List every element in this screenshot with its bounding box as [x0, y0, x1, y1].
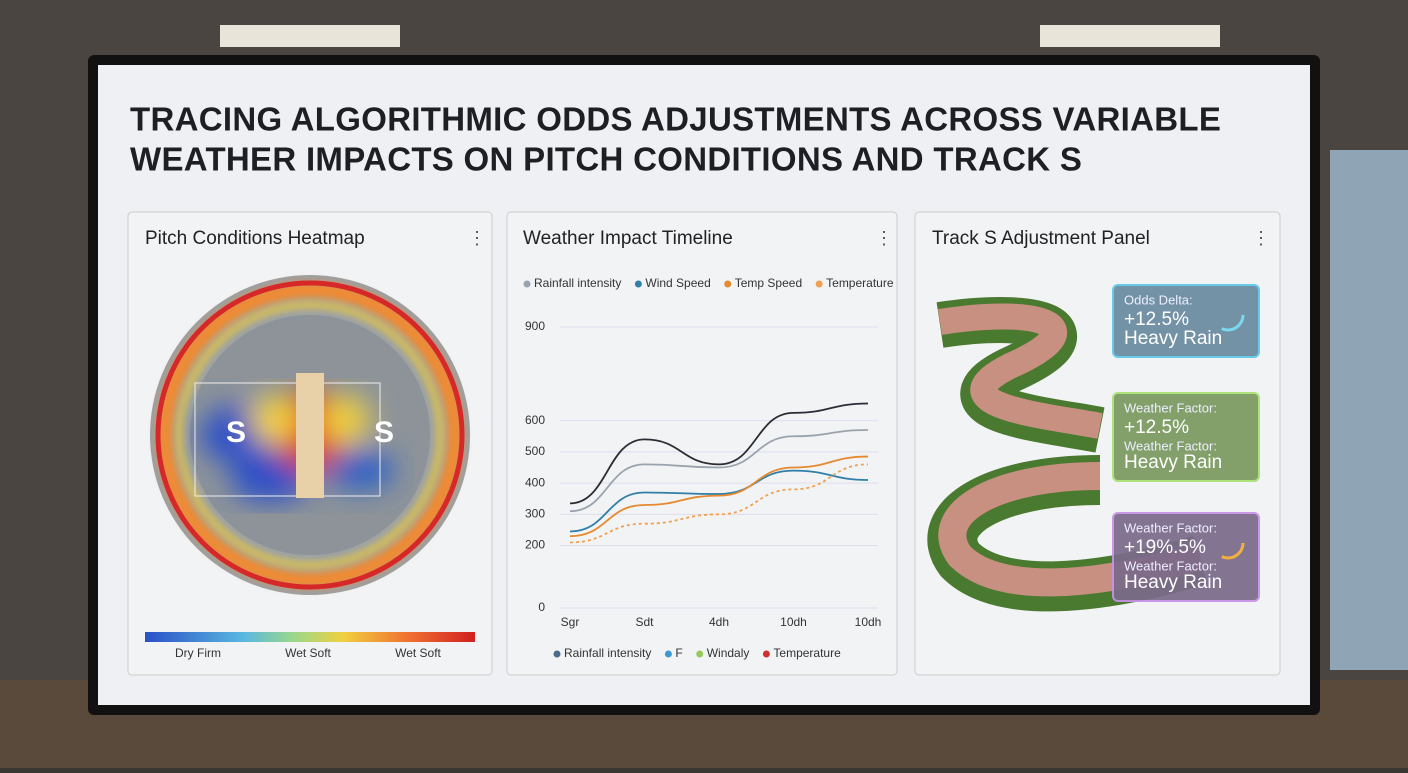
- card-label: Weather Factor:: [1124, 400, 1217, 415]
- legend-dot: [815, 280, 823, 288]
- timeline-panel: Weather Impact Timeline ⋮ 0 200 300 400 500 6…: [506, 211, 898, 676]
- legend-label: Dry Firm: [175, 646, 221, 660]
- title: WEATHER IMPACTS ON PITCH CONDITIONS AND …: [130, 141, 1082, 178]
- legend-dot: [634, 280, 642, 288]
- menu[interactable]: ⋮: [468, 228, 486, 248]
- card: [1112, 284, 1260, 358]
- gauge: [1211, 526, 1245, 560]
- series-line: [569, 463, 869, 544]
- legend-label: Rainfall intensity: [534, 276, 621, 290]
- ceiling-light: [1040, 25, 1220, 47]
- wicket: [296, 373, 324, 498]
- legend-label: Temperature: [826, 276, 894, 290]
- ring: [155, 280, 465, 590]
- y-tick-label: 400: [525, 475, 545, 489]
- heatmap-panel: Pitch Conditions Heatmap ⋮ S S Dry Firm …: [127, 211, 493, 676]
- legend-dot: [523, 280, 531, 288]
- legend-dot: [696, 650, 704, 658]
- title: TRACING ALGORITHMIC ODDS ADJUSTMENTS ACR…: [130, 101, 1221, 138]
- card-sub: Heavy Rain: [1124, 572, 1222, 593]
- window: [1330, 150, 1408, 670]
- series-line: [569, 429, 869, 513]
- x-tick-label: 10dh: [855, 615, 882, 629]
- zone: S: [374, 416, 394, 449]
- menu[interactable]: ⋮: [875, 228, 893, 248]
- zone: S: [226, 416, 246, 449]
- card-label: Weather Factor:: [1124, 520, 1217, 535]
- legend-label: Temp Speed: [735, 276, 802, 290]
- ring: [177, 302, 443, 568]
- card-label: Weather Factor:: [1124, 558, 1217, 573]
- card-value: +19%.5%: [1124, 537, 1206, 558]
- y-tick-label: 500: [525, 444, 545, 458]
- track-lane: [937, 303, 1103, 439]
- card-label: Weather Factor:: [1124, 438, 1217, 453]
- box: [194, 382, 381, 497]
- ceiling-light: [220, 25, 400, 47]
- legend-bar: [145, 632, 475, 642]
- legend-dot: [553, 650, 561, 658]
- series-line: [569, 455, 869, 538]
- legend-dot: [664, 650, 672, 658]
- y-tick-label: 200: [525, 538, 545, 552]
- legend-label: F: [675, 646, 682, 660]
- legend-label: Wet Soft: [395, 646, 441, 660]
- track-lane: [938, 462, 1205, 597]
- panel-title: Pitch Conditions Heatmap: [145, 228, 365, 249]
- panel: [506, 211, 898, 676]
- track-panel: Track S Adjustment Panel ⋮ Odds Delta: +1…: [914, 211, 1281, 676]
- card: [1112, 512, 1260, 602]
- panel-title: Track S Adjustment Panel: [932, 228, 1150, 249]
- menu[interactable]: ⋮: [1252, 228, 1270, 248]
- card-value: +12.5%: [1124, 417, 1189, 438]
- x-tick-label: Sgr: [561, 615, 580, 629]
- legend-label: Rainfall intensity: [564, 646, 651, 660]
- legend-label: Windaly: [707, 646, 750, 660]
- y-tick-label: 600: [525, 413, 545, 427]
- y-tick-label: 900: [525, 319, 545, 333]
- x-tick-label: Sdt: [635, 615, 654, 629]
- legend-dot: [762, 650, 770, 658]
- x-tick-label: 10dh: [780, 615, 807, 629]
- card-value: +12.5%: [1124, 309, 1189, 330]
- gauge: [1211, 298, 1245, 332]
- y-tick-label: 0: [538, 600, 545, 614]
- card: [1112, 392, 1260, 482]
- series-line: [569, 402, 869, 505]
- legend-label: Wind Speed: [645, 276, 710, 290]
- series-line: [569, 469, 869, 533]
- card-sub: Heavy Rain: [1124, 452, 1222, 473]
- legend-label: Temperature: [773, 646, 841, 660]
- x-tick-label: 4dh: [709, 615, 729, 629]
- y-tick-label: 300: [525, 507, 545, 521]
- legend-dot: [724, 280, 732, 288]
- legend-label: Wet Soft: [285, 646, 331, 660]
- ring: [157, 282, 463, 588]
- card-label: Odds Delta:: [1124, 292, 1193, 307]
- panel-title: Weather Impact Timeline: [523, 228, 733, 249]
- card-sub: Heavy Rain: [1124, 328, 1222, 349]
